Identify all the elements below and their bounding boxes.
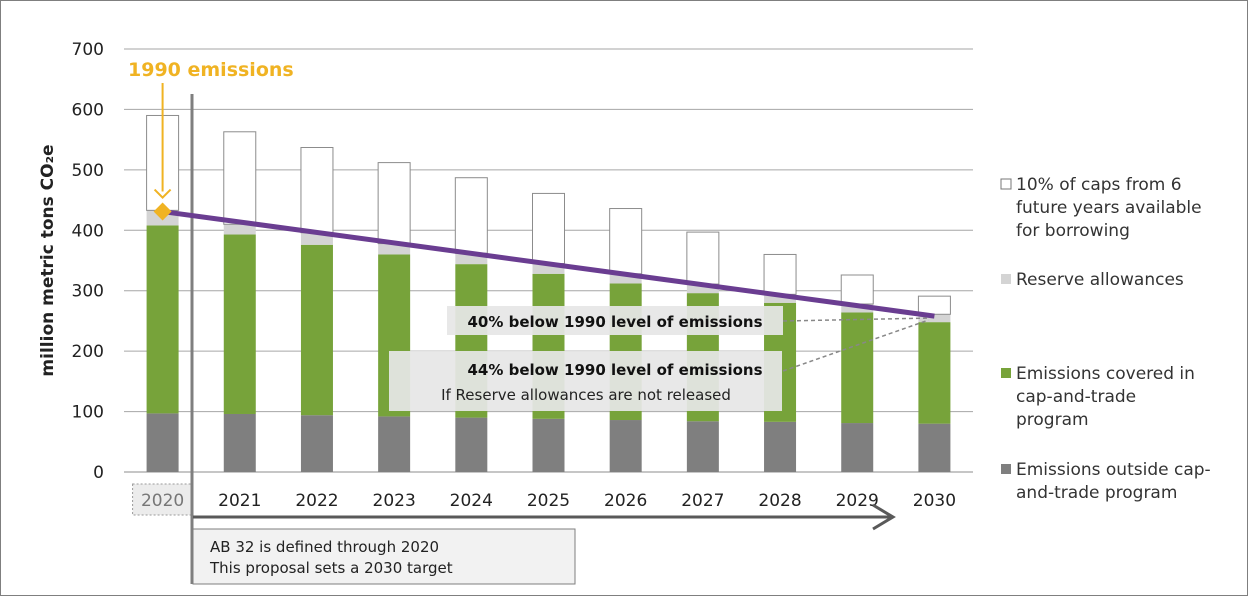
y-axis-label: million metric tons CO₂e [38, 144, 58, 376]
y-tick-label: 500 [72, 161, 104, 181]
bar-segment [223, 413, 256, 472]
annotation-2-title: 44% below 1990 level of emissions [467, 361, 762, 379]
legend-label: Emissions covered in [1016, 364, 1195, 384]
bar-segment [609, 208, 643, 275]
legend-label: program [1016, 410, 1089, 430]
legend-label: cap-and-trade [1016, 387, 1136, 407]
y-tick-label: 400 [72, 221, 104, 241]
bar-segment [223, 131, 257, 225]
bar-segment [378, 416, 411, 472]
y-tick-label: 700 [72, 40, 104, 60]
legend: 10% of caps from 6 future years available… [1000, 175, 1211, 503]
bar-segment [378, 243, 411, 255]
bar-segment [686, 284, 719, 294]
legend-label: future years available [1016, 198, 1202, 218]
x-tick-label: 2022 [295, 491, 338, 511]
legend-swatch [1001, 274, 1011, 284]
legend-label: Emissions outside cap- [1016, 460, 1211, 480]
marker-arrow-head [153, 188, 172, 199]
annotation-1-text: 40% below 1990 level of emissions [467, 313, 762, 331]
legend-swatch [1000, 178, 1012, 190]
bar-segment [686, 231, 720, 285]
bar-segment [763, 253, 797, 295]
legend-label: and-trade program [1016, 483, 1177, 503]
bar-segment [841, 304, 874, 313]
y-tick-label: 0 [93, 463, 104, 483]
legend-label: Reserve allowances [1016, 270, 1184, 290]
bar-segment [841, 423, 874, 472]
y-tick-label: 100 [72, 403, 104, 423]
bar-segment [840, 274, 874, 305]
bar-segment [455, 417, 488, 472]
annotation-2-leader [782, 319, 929, 372]
bar-segment [918, 314, 951, 323]
x-tick-label: 2027 [681, 491, 724, 511]
legend-swatch [1001, 464, 1011, 474]
bar-segment [146, 413, 179, 472]
bar-segment [532, 263, 565, 274]
x-tick-label: 2024 [450, 491, 493, 511]
target-note-box [192, 528, 576, 585]
target-note-line: This proposal sets a 2030 target [209, 559, 453, 577]
bar-segment [223, 224, 256, 235]
annotation-box-2 [389, 351, 782, 411]
bar-segment [223, 234, 256, 414]
bar-segment [917, 295, 951, 315]
annotation-1-leader [782, 317, 929, 322]
bar-segment [300, 415, 333, 472]
bar-segment [609, 273, 642, 284]
bar-segment [918, 423, 951, 472]
legend-label: 10% of caps from 6 [1016, 175, 1182, 195]
y-tick-label: 300 [72, 282, 104, 302]
x-axis: 2020 2021 2022 2023 2024 2025 2026 2027 2028 2029… [132, 483, 956, 516]
marker-diamond [153, 202, 172, 221]
bar-segment [532, 418, 565, 472]
marker-label: 1990 emissions [128, 59, 294, 81]
bar-segment [686, 421, 719, 472]
bars [146, 114, 951, 472]
annotation-box-1 [447, 306, 783, 335]
highlighted-year-box [132, 483, 194, 516]
x-tick-label: 2029 [836, 491, 879, 511]
legend-label: for borrowing [1016, 221, 1130, 241]
bar-segment [146, 225, 179, 414]
bar-segment [918, 322, 951, 424]
target-note-line: AB 32 is defined through 2020 [210, 538, 439, 556]
timeline-arrow-head [872, 503, 896, 531]
x-tick-label: 2021 [218, 491, 261, 511]
annotation-2-subtext: If Reserve allowances are not released [441, 386, 731, 404]
y-axis: 0 100 200 300 400 500 600 700 [72, 40, 104, 483]
x-tick-label: 2030 [913, 491, 956, 511]
bar-segment [841, 312, 874, 424]
bar-segment [532, 192, 565, 265]
x-tick-label: 2020 [141, 491, 184, 511]
x-tick-label: 2028 [758, 491, 801, 511]
bar-segment [300, 244, 333, 416]
bar-segment [455, 253, 488, 265]
y-tick-label: 600 [72, 100, 104, 120]
y-tick-label: 200 [72, 342, 104, 362]
x-tick-label: 2026 [604, 491, 647, 511]
bar-segment [609, 420, 642, 472]
bar-segment [454, 177, 488, 254]
annotations: 1990 emissions 40% below 1990 level of em… [128, 59, 935, 585]
bar-segment [377, 162, 411, 245]
trend-line [162, 209, 935, 319]
bar-segment [764, 421, 797, 472]
x-tick-label: 2025 [527, 491, 570, 511]
x-tick-label: 2023 [373, 491, 416, 511]
bar-segment [764, 294, 797, 303]
legend-swatch [1001, 368, 1011, 378]
bar-segment [300, 146, 334, 234]
